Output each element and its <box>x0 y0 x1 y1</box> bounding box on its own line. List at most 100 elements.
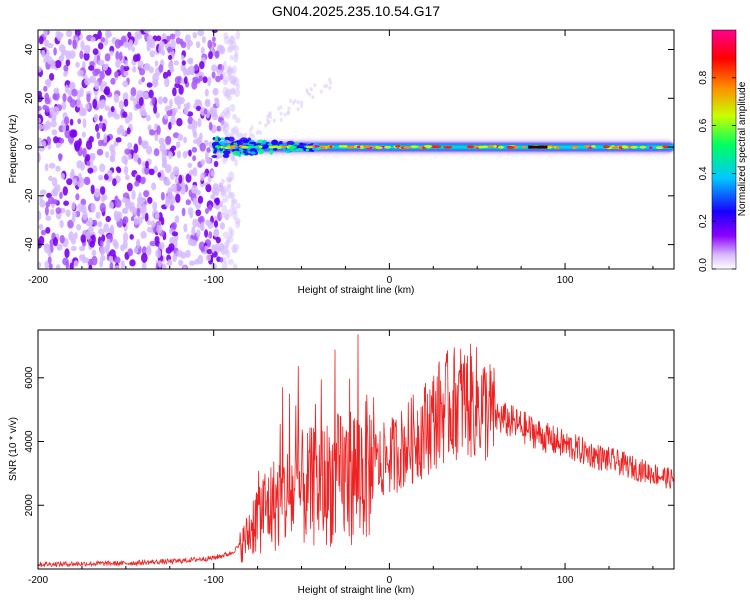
heatmap-noise-cell <box>126 182 133 192</box>
heatmap-noise-cell <box>99 70 105 80</box>
heatmap-noise-cell <box>226 95 232 101</box>
heatmap-noise-cell <box>226 106 230 114</box>
heatmap-noise-cell <box>56 243 63 251</box>
heatmap-noise-cell <box>175 141 181 149</box>
heatmap-noise-cell <box>94 80 100 90</box>
heatmap-faint-cell <box>296 100 300 105</box>
heatmap-hot-cell <box>268 145 277 149</box>
heatmap-noise-cell <box>164 77 170 88</box>
heatmap-faint-cell <box>309 87 313 92</box>
heatmap-noise-cell <box>59 191 63 200</box>
heatmap-band-cell <box>305 148 310 152</box>
heatmap-hot-cell <box>661 145 670 149</box>
heatmap-faint-cell <box>291 100 295 105</box>
heatmap-hot-cell <box>224 146 231 150</box>
heatmap-noise-cell <box>205 254 212 262</box>
heatmap-noise-cell <box>183 223 188 233</box>
heatmap-noise-cell <box>158 137 165 145</box>
heatmap-noise-cell <box>60 173 65 180</box>
heatmap-hot-cell <box>305 145 313 149</box>
heatmap-noise-cell <box>212 36 216 43</box>
heatmap-noise-cell <box>212 186 216 197</box>
heatmap-noise-cell <box>124 148 131 155</box>
heatmap-noise-cell <box>192 155 197 162</box>
heatmap-noise-cell <box>228 226 233 233</box>
heatmap-noise-cell <box>113 113 120 120</box>
heatmap-noise-cell <box>213 160 219 168</box>
heatmap-noise-cell <box>134 180 140 187</box>
heatmap-noise-cell <box>96 148 104 156</box>
heatmap-band-cell <box>286 148 292 153</box>
heatmap-noise-cell <box>158 242 165 250</box>
heatmap-noise-cell <box>177 133 184 141</box>
heatmap-noise-cell <box>88 136 95 143</box>
heatmap-noise-cell <box>99 260 104 268</box>
heatmap-noise-cell <box>132 66 137 73</box>
chart-title: GN04.2025.235.10.54.G17 <box>272 3 440 19</box>
heatmap-noise-cell <box>40 189 47 196</box>
heatmap-noise-cell <box>104 173 109 181</box>
heatmap-noise-cell <box>140 231 147 239</box>
heatmap-noise-cell <box>120 64 124 75</box>
heatmap-noise-cell <box>67 96 73 103</box>
heatmap-noise-cell <box>192 131 198 139</box>
heatmap-noise-cell <box>100 196 106 203</box>
heatmap-noise-cell <box>115 59 121 69</box>
heatmap-noise-cell <box>229 103 236 112</box>
heatmap-noise-cell <box>118 51 123 61</box>
heatmap-noise-cell <box>153 148 160 157</box>
heatmap-noise-cell <box>86 160 91 166</box>
heatmap-noise-cell <box>230 79 237 86</box>
heatmap-noise-cell <box>122 207 127 214</box>
heatmap-hot-cell <box>410 145 419 149</box>
snr-y-label: SNR (10 * v/v) <box>8 417 19 481</box>
heatmap-hot-cell <box>365 145 371 149</box>
snr-y-tick-label: 6000 <box>24 366 35 389</box>
heatmap-noise-cell <box>227 65 232 72</box>
heatmap-hot-cell <box>395 145 401 148</box>
heatmap-noise-cell <box>221 197 226 204</box>
heatmap-noise-cell <box>177 103 181 110</box>
heatmap-noise-cell <box>164 114 169 120</box>
heatmap-noise-cell <box>165 198 170 208</box>
heatmap-hot-cell <box>443 145 453 149</box>
heatmap-y-tick-label: 0 <box>24 144 35 150</box>
heatmap-noise-cell <box>122 216 129 225</box>
heatmap-noise-cell <box>146 82 153 88</box>
heatmap-noise-cell <box>123 232 129 242</box>
heatmap-noise-cell <box>138 68 146 76</box>
heatmap-noise-cell <box>213 220 219 228</box>
heatmap-faint-cell <box>238 132 242 137</box>
heatmap-faint-cell <box>296 107 300 111</box>
heatmap-noise-cell <box>94 188 101 198</box>
heatmap-hot-cell <box>216 145 221 149</box>
heatmap-noise-cell <box>58 44 66 53</box>
heatmap-band-cell <box>219 141 225 146</box>
heatmap-noise-cell <box>131 46 135 53</box>
heatmap-x-tick-label: 0 <box>387 275 393 286</box>
heatmap-noise-cell <box>222 157 227 165</box>
heatmap-noise-cell <box>41 140 47 150</box>
heatmap-noise-cell <box>143 30 151 34</box>
heatmap-hot-cell <box>466 145 474 149</box>
heatmap-noise-cell <box>87 167 94 174</box>
heatmap-noise-cell <box>207 39 213 49</box>
heatmap-noise-cell <box>205 219 211 226</box>
heatmap-noise-cell <box>183 76 188 85</box>
heatmap-noise-cell <box>125 174 130 181</box>
heatmap-noise-cell <box>219 222 225 230</box>
heatmap-band-cell <box>214 136 218 142</box>
heatmap-faint-cell <box>249 127 253 132</box>
heatmap-noise-cell <box>52 187 59 197</box>
heatmap-noise-cell <box>200 172 205 182</box>
heatmap-noise-cell <box>171 112 176 119</box>
heatmap-noise-cell <box>44 92 50 102</box>
heatmap-noise-cell <box>229 88 236 95</box>
heatmap-noise-cell <box>200 159 205 166</box>
heatmap-faint-cell <box>268 111 271 116</box>
heatmap-faint-cell <box>258 120 262 125</box>
heatmap-noise-cell <box>44 260 49 269</box>
heatmap-faint-cell <box>319 89 323 94</box>
heatmap-hot-cell <box>372 145 377 149</box>
heatmap-noise-cell <box>55 207 62 215</box>
